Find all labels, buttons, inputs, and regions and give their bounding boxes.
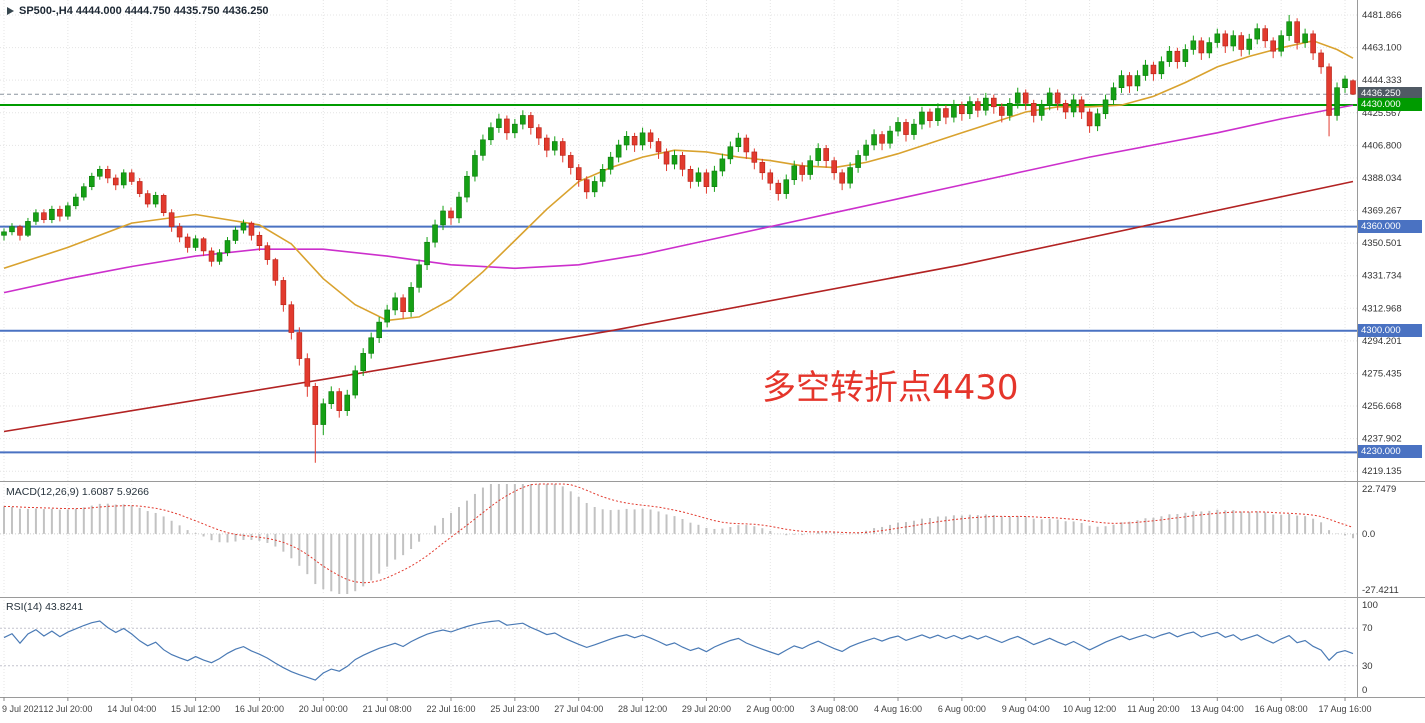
svg-text:4350.501: 4350.501 [1362, 238, 1402, 249]
svg-text:4294.201: 4294.201 [1362, 336, 1402, 347]
svg-text:4463.100: 4463.100 [1362, 43, 1402, 54]
time-scale-labels[interactable]: 9 Jul 2021 12 Jul 20:00 14 Jul 04:00 15 Jul… [2, 697, 1372, 714]
svg-text:4406.800: 4406.800 [1362, 140, 1402, 151]
svg-text:-27.4211: -27.4211 [1362, 585, 1399, 596]
candles-layer[interactable] [1, 14, 1356, 463]
svg-text:30: 30 [1362, 661, 1373, 672]
svg-text:29 Jul 20:00: 29 Jul 20:00 [682, 704, 731, 714]
svg-text:4312.968: 4312.968 [1362, 303, 1402, 314]
svg-text:10 Aug 12:00: 10 Aug 12:00 [1063, 704, 1116, 714]
price-badge-4360: 4360.000 [1358, 219, 1422, 233]
svg-text:15 Jul 12:00: 15 Jul 12:00 [171, 704, 220, 714]
svg-text:25 Jul 23:00: 25 Jul 23:00 [490, 704, 539, 714]
moving-averages-layer [3, 39, 1354, 433]
svg-text:9 Jul 2021: 9 Jul 2021 [2, 704, 44, 714]
price-badge-4430: 4430.000 [1358, 98, 1422, 112]
svg-text:12 Jul 20:00: 12 Jul 20:00 [43, 704, 92, 714]
price-badge-4436.25: 4436.250 [1358, 87, 1422, 101]
svg-text:4369.267: 4369.267 [1362, 206, 1402, 217]
svg-text:16 Aug 08:00: 16 Aug 08:00 [1255, 704, 1308, 714]
svg-text:4275.435: 4275.435 [1362, 368, 1402, 379]
chart-title: SP500-,H4 4444.000 4444.750 4435.750 443… [19, 5, 269, 17]
ma-line-fast-orange [3, 39, 1354, 322]
svg-text:21 Jul 08:00: 21 Jul 08:00 [363, 704, 412, 714]
macd-signal-line [3, 483, 1354, 584]
svg-text:4219.135: 4219.135 [1362, 466, 1402, 477]
svg-text:4444.333: 4444.333 [1362, 75, 1402, 86]
ma-line-slow-red [3, 180, 1354, 433]
symbol-title: SP500-,H4 4444.000 4444.750 4435.750 443… [7, 3, 269, 19]
rsi-indicator-label: RSI(14) 43.8241 [6, 601, 84, 613]
svg-text:4388.034: 4388.034 [1362, 173, 1402, 184]
annotation-text: 多空转折点4430 [762, 368, 1019, 408]
macd-indicator-label: MACD(12,26,9) 1.6087 5.9266 [6, 486, 150, 498]
macd-layer [0, 483, 1357, 594]
symbol-marker-icon [7, 7, 14, 15]
macd-scale-labels: 22.7479 0.0 -27.4211 [1362, 484, 1399, 596]
svg-text:4 Aug 16:00: 4 Aug 16:00 [874, 704, 922, 714]
price-scale-labels[interactable]: 4481.866 4463.100 4444.333 4425.567 4406.800… [1362, 10, 1402, 477]
price-badge-4230: 4230.000 [1358, 445, 1422, 459]
svg-text:27 Jul 04:00: 27 Jul 04:00 [554, 704, 603, 714]
svg-text:14 Jul 04:00: 14 Jul 04:00 [107, 704, 156, 714]
frame-layer [0, 0, 1425, 698]
svg-text:2 Aug 00:00: 2 Aug 00:00 [746, 704, 794, 714]
svg-text:28 Jul 12:00: 28 Jul 12:00 [618, 704, 667, 714]
svg-text:20 Jul 00:00: 20 Jul 00:00 [299, 704, 348, 714]
svg-text:70: 70 [1362, 623, 1373, 634]
svg-text:22.7479: 22.7479 [1362, 484, 1396, 495]
svg-text:22 Jul 16:00: 22 Jul 16:00 [426, 704, 475, 714]
svg-text:3 Aug 08:00: 3 Aug 08:00 [810, 704, 858, 714]
svg-text:0: 0 [1362, 685, 1367, 696]
ma-line-mid-magenta [3, 104, 1354, 294]
horizontal-lines-layer [0, 93, 1357, 454]
svg-text:6 Aug 00:00: 6 Aug 00:00 [938, 704, 986, 714]
svg-text:100: 100 [1362, 600, 1378, 611]
svg-text:9 Aug 04:00: 9 Aug 04:00 [1002, 704, 1050, 714]
rsi-layer [0, 620, 1357, 681]
svg-text:4425.567: 4425.567 [1362, 108, 1402, 119]
svg-text:4331.734: 4331.734 [1362, 271, 1402, 282]
svg-text:4237.902: 4237.902 [1362, 434, 1402, 445]
svg-text:11 Aug 20:00: 11 Aug 20:00 [1127, 704, 1179, 714]
svg-text:16 Jul 20:00: 16 Jul 20:00 [235, 704, 284, 714]
rsi-line [3, 620, 1354, 681]
svg-text:4256.668: 4256.668 [1362, 401, 1402, 412]
rsi-scale-labels: 100 70 30 0 [1362, 600, 1378, 696]
svg-text:0.0: 0.0 [1362, 529, 1375, 540]
price-badge-4300: 4300.000 [1358, 323, 1422, 337]
svg-text:4481.866: 4481.866 [1362, 10, 1402, 21]
svg-text:13 Aug 04:00: 13 Aug 04:00 [1191, 704, 1244, 714]
svg-text:17 Aug 16:00: 17 Aug 16:00 [1318, 704, 1371, 714]
